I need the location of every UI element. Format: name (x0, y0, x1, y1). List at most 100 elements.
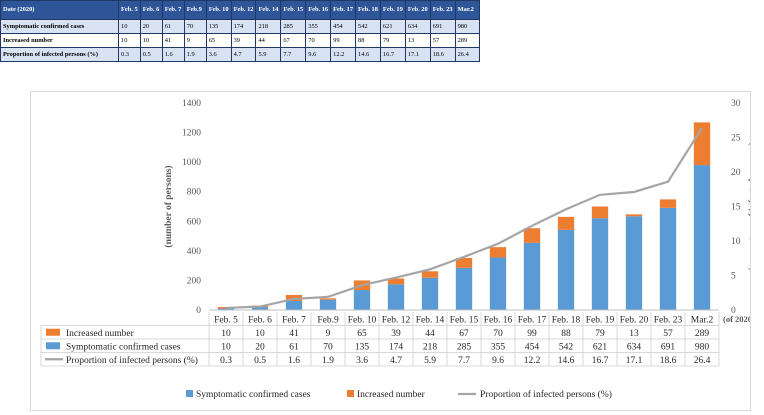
y-tick-label: 200 (187, 276, 202, 286)
table-row-label: Symptomatic confirmed cases (66, 341, 181, 352)
bar-symptomatic (523, 242, 541, 310)
table-row: Proportion of infected persons (%) 0.3 0.5… (0, 47, 480, 62)
table-cell: 16.7 (379, 47, 406, 62)
x-tick-label: Feb. 7 (282, 316, 306, 326)
case-table: Date (2020) Feb. 5 Feb. 6 Feb. 7 Feb.9 Feb. … (0, 0, 480, 62)
data-label: 16.7 (592, 356, 609, 366)
table-cell: 0.5 (139, 47, 163, 62)
table-cell: 218 (255, 19, 282, 34)
x-tick-label: Feb. 16 (484, 316, 513, 326)
x-tick-label: Feb. 23 (654, 316, 683, 326)
x-tick-label: Feb. 17 (518, 316, 547, 326)
table-cell: 12.2 (330, 47, 357, 62)
table-cell: 14.6 (355, 47, 381, 62)
table-header-date: Feb. 14 (255, 0, 282, 20)
table-cell: 634 (404, 19, 431, 34)
table-cell: 18.6 (429, 47, 456, 62)
y-tick-label: 1000 (182, 158, 201, 168)
y2-tick-label: 20 (731, 168, 741, 178)
data-label: 70 (323, 342, 333, 352)
y2-tick-label: 10 (731, 237, 741, 247)
bar-increased (489, 247, 507, 258)
table-legend-key (46, 328, 60, 336)
table-header-label: Date (2020) (0, 0, 119, 20)
data-label: 542 (559, 342, 574, 352)
x-tick-label: Feb. 20 (620, 316, 649, 326)
data-label: 17.1 (626, 356, 643, 366)
y-tick-label: 1200 (182, 129, 201, 139)
table-cell: 79 (379, 33, 406, 48)
table-header-date: Mar.2 (454, 0, 480, 20)
table-cell: 5.9 (255, 47, 282, 62)
table-cell: 9 (183, 33, 207, 48)
bar-symptomatic (557, 229, 575, 310)
y-axis-title: (number of persons) (163, 165, 174, 247)
table-header-date: Feb. 10 (205, 0, 232, 20)
bar-increased (591, 206, 609, 219)
chart-area: 0 200 400 600 800 1000 1200 1400 0 5 10 15 20 25 30 (nu… (30, 91, 758, 411)
data-label: 70 (493, 329, 503, 339)
table-cell: 691 (429, 19, 456, 34)
y-tick-label: 1400 (182, 99, 201, 109)
table-cell: 7.7 (280, 47, 307, 62)
data-label: 135 (355, 342, 370, 352)
data-label: 39 (391, 329, 401, 339)
legend-label: Increased number (357, 390, 426, 400)
bar-symptomatic (591, 218, 609, 310)
table-cell: 542 (355, 19, 381, 34)
x-tick-label: Feb. 19 (586, 316, 615, 326)
data-label: 980 (695, 342, 710, 352)
data-label: 285 (457, 342, 472, 352)
data-label: 10 (255, 329, 265, 339)
data-label: 10 (221, 329, 231, 339)
bar-increased (319, 298, 337, 300)
table-cell: 57 (429, 33, 456, 48)
data-label: 26.4 (694, 356, 711, 366)
data-label: 0.5 (254, 356, 266, 366)
x-tick-label: Feb. 15 (450, 316, 479, 326)
legend-label: Proportion of infected persons (%) (480, 389, 612, 400)
table-header-row: Date (2020) Feb. 5 Feb. 6 Feb. 7 Feb.9 Feb. … (0, 0, 480, 20)
table-cell: 9.6 (305, 47, 332, 62)
bar-increased (387, 278, 405, 285)
x-tick-label: Feb. 6 (248, 316, 272, 326)
table-cell: 26.4 (454, 47, 480, 62)
data-label: 355 (491, 342, 506, 352)
combo-chart: 0 200 400 600 800 1000 1200 1400 0 5 10 15 20 25 30 (nu… (40, 99, 758, 400)
bar-symptomatic (353, 290, 371, 310)
data-label: 57 (663, 329, 673, 339)
data-label: 4.7 (390, 356, 402, 366)
data-label: 61 (289, 342, 299, 352)
table-row-label: Symptomatic confirmed cases (0, 19, 119, 34)
table-cell: 4.7 (230, 47, 257, 62)
data-label: 9 (326, 329, 331, 339)
table-row-label: Increased number (0, 33, 119, 48)
data-label: 88 (561, 329, 571, 339)
data-label: 691 (661, 342, 676, 352)
data-label: 289 (695, 329, 710, 339)
data-label: 1.9 (322, 356, 334, 366)
table-header-date: Feb. 12 (230, 0, 257, 20)
bar-increased (659, 199, 677, 208)
table-cell: 17.1 (404, 47, 431, 62)
x-tick-label: Feb.9 (317, 316, 339, 326)
table-cell: 99 (330, 33, 357, 48)
data-label: 9.6 (492, 356, 504, 366)
table-legend-key (46, 342, 60, 350)
data-label: 99 (527, 329, 537, 339)
y-tick-label: 600 (187, 217, 202, 227)
table-header-date: Feb. 19 (379, 0, 406, 20)
bar-symptomatic (693, 165, 711, 310)
data-label: 12.2 (524, 356, 541, 366)
table-header-date: Feb.9 (183, 0, 207, 20)
table-header-date: Feb. 6 (139, 0, 163, 20)
table-cell: 10 (139, 33, 163, 48)
data-label: 14.6 (558, 356, 575, 366)
x-axis-unit: (of 2020) (723, 314, 750, 324)
table-cell: 44 (255, 33, 282, 48)
table-cell: 10 (118, 19, 141, 34)
table-cell: 67 (280, 33, 307, 48)
table-row-label: Proportion of infected persons (%) (66, 355, 198, 366)
data-label: 0.3 (220, 356, 232, 366)
table-cell: 454 (330, 19, 357, 34)
